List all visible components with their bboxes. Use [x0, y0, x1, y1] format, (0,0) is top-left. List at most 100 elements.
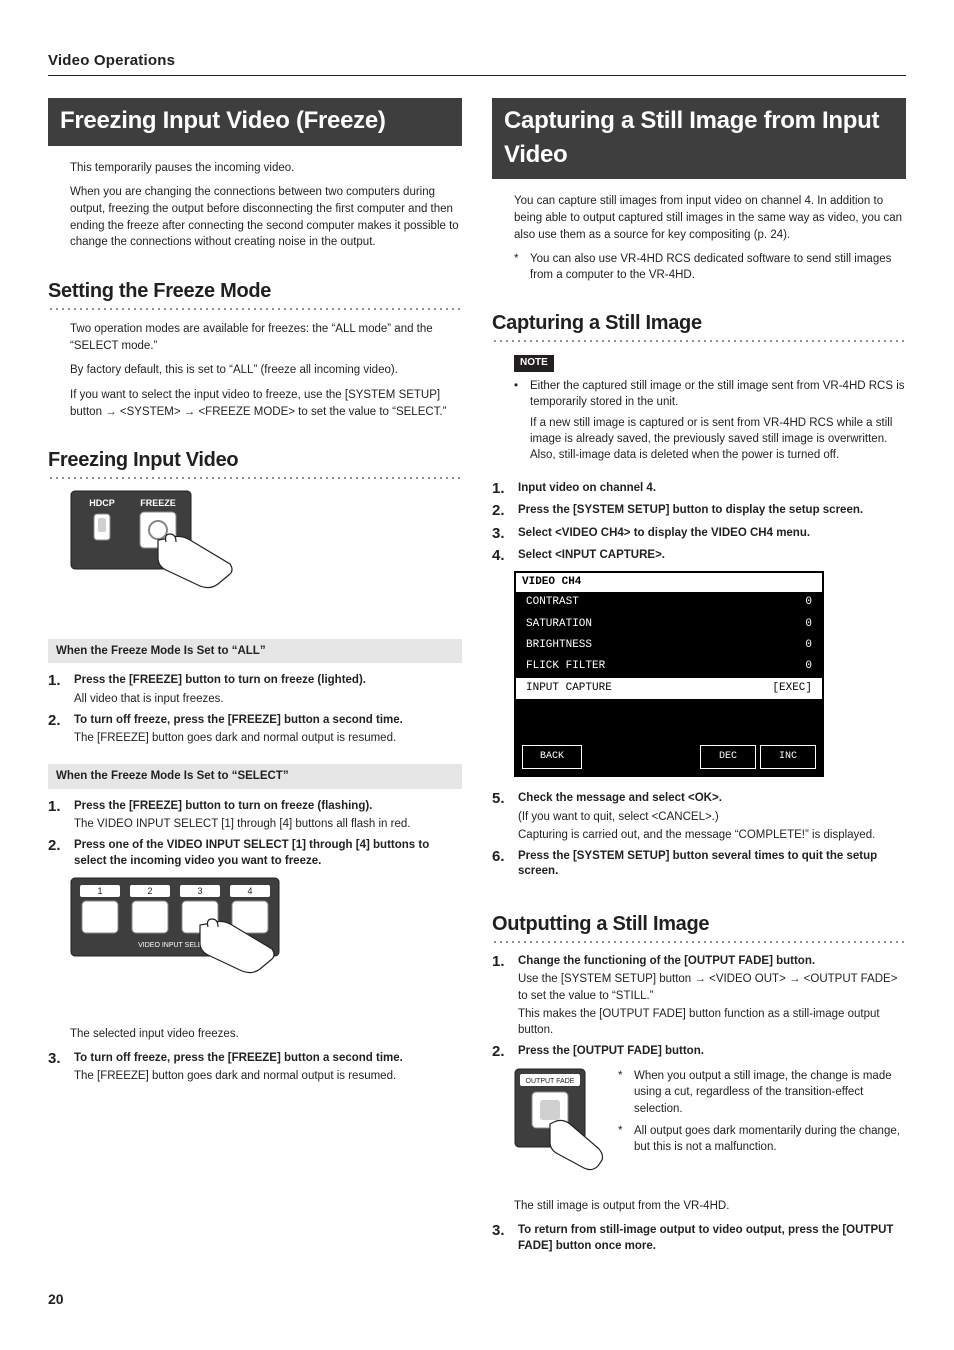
- menu-val: [EXEC]: [772, 681, 812, 696]
- menu-row: CONTRAST 0: [516, 592, 822, 613]
- menu-key: INPUT CAPTURE: [526, 681, 612, 696]
- step-number: 3.: [492, 526, 512, 543]
- cap-intro-1: You can capture still images from input …: [514, 193, 906, 243]
- sel-s1-desc: The VIDEO INPUT SELECT [1] through [4] b…: [74, 816, 462, 832]
- cap-step-2: 2. Press the [SYSTEM SETUP] button to di…: [492, 503, 906, 520]
- cap-s5-t: Check the message and select <OK>.: [518, 791, 906, 807]
- video-input-select-illustration: 1 2 3 4 VIDEO INPUT SELECT: [70, 877, 462, 1012]
- cap-s5-d1: (If you want to quit, select <CANCEL>.): [518, 809, 906, 825]
- menu-row: SATURATION 0: [516, 614, 822, 635]
- out-s2-after: The still image is output from the VR-4H…: [514, 1198, 906, 1215]
- cap-s6-t: Press the [SYSTEM SETUP] button several …: [518, 849, 906, 880]
- out-step-2: 2. Press the [OUTPUT FADE] button.: [492, 1044, 906, 1061]
- cap-s2-t: Press the [SYSTEM SETUP] button to displ…: [518, 503, 906, 519]
- note-b2-text: If a new still image is captured or is s…: [530, 415, 906, 463]
- vis-num-1: 1: [97, 886, 102, 896]
- cap-s5-d2: Capturing is carried out, and the messag…: [518, 827, 906, 843]
- menu-row: FLICK FILTER 0: [516, 656, 822, 677]
- h1-capture: Capturing a Still Image from Input Video: [492, 98, 906, 179]
- out-step-1: 1. Change the functioning of the [OUTPUT…: [492, 954, 906, 1038]
- cap-s4-t: Select <INPUT CAPTURE>.: [518, 548, 906, 564]
- cap-intro-2: * You can also use VR-4HD RCS dedicated …: [514, 251, 906, 283]
- menu-key: SATURATION: [526, 617, 592, 632]
- output-fade-label: OUTPUT FADE: [526, 1078, 575, 1085]
- step-number: 4.: [492, 548, 512, 565]
- output-fade-illustration: OUTPUT FADE: [514, 1068, 604, 1188]
- menu-inc-button: INC: [760, 745, 816, 769]
- h2-capturing-still: Capturing a Still Image: [492, 309, 906, 337]
- out-s3-t: To return from still-image output to vid…: [518, 1223, 906, 1254]
- out-step-3: 3. To return from still-image output to …: [492, 1223, 906, 1254]
- sfm-p3: If you want to select the input video to…: [70, 387, 462, 420]
- right-column: Capturing a Still Image from Input Video…: [492, 98, 906, 1260]
- subbar-select: When the Freeze Mode Is Set to “SELECT”: [48, 764, 462, 788]
- out-s1-d2: This makes the [OUTPUT FADE] button func…: [518, 1006, 906, 1038]
- video-ch4-menu: VIDEO CH4 CONTRAST 0 SATURATION 0 BRIGHT…: [514, 571, 824, 777]
- out-s2-n1-text: When you output a still image, the chang…: [634, 1068, 906, 1116]
- all-s1-title: Press the [FREEZE] button to turn on fre…: [74, 673, 462, 689]
- freeze-button-illustration: HDCP FREEZE: [70, 490, 462, 625]
- out-s2-note-2: * All output goes dark momentarily durin…: [618, 1123, 906, 1155]
- step-number: 2.: [48, 713, 68, 747]
- cap-step-3: 3. Select <VIDEO CH4> to display the VID…: [492, 526, 906, 543]
- subbar-all: When the Freeze Mode Is Set to “ALL”: [48, 639, 462, 663]
- sel-step-1: 1. Press the [FREEZE] button to turn on …: [48, 799, 462, 833]
- sel-s3-desc: The [FREEZE] button goes dark and normal…: [74, 1068, 462, 1084]
- cap-step-4: 4. Select <INPUT CAPTURE>.: [492, 548, 906, 565]
- hdcp-label: HDCP: [89, 498, 115, 508]
- all-step-1: 1. Press the [FREEZE] button to turn on …: [48, 673, 462, 707]
- menu-title: VIDEO CH4: [516, 573, 822, 592]
- step-number: 2.: [48, 838, 68, 869]
- vis-num-3: 3: [197, 886, 202, 896]
- step-number: 6.: [492, 849, 512, 880]
- left-column: Freezing Input Video (Freeze) This tempo…: [48, 98, 462, 1260]
- sel-step-2: 2. Press one of the VIDEO INPUT SELECT […: [48, 838, 462, 869]
- sel-s1-title: Press the [FREEZE] button to turn on fre…: [74, 799, 462, 815]
- h1-freeze: Freezing Input Video (Freeze): [48, 98, 462, 146]
- all-s1-desc: All video that is input freezes.: [74, 691, 462, 707]
- menu-row: BRIGHTNESS 0: [516, 635, 822, 656]
- step-number: 1.: [492, 481, 512, 498]
- cap-step-5: 5. Check the message and select <OK>. (I…: [492, 791, 906, 843]
- step-number: 3.: [48, 1051, 68, 1085]
- menu-dec-button: DEC: [700, 745, 756, 769]
- note-b1-text: Either the captured still image or the s…: [530, 378, 906, 410]
- step-number: 3.: [492, 1223, 512, 1254]
- cap-intro-2-text: You can also use VR-4HD RCS dedicated so…: [530, 251, 906, 283]
- out-s2-t: Press the [OUTPUT FADE] button.: [518, 1044, 906, 1060]
- all-s2-title: To turn off freeze, press the [FREEZE] b…: [74, 713, 462, 729]
- step-number: 1.: [48, 673, 68, 707]
- pointing-hand-icon: [158, 534, 232, 588]
- vis-num-4: 4: [247, 886, 252, 896]
- page-number: 20: [48, 1290, 906, 1310]
- menu-back-button: BACK: [522, 745, 582, 769]
- menu-button-row: BACK DEC INC: [516, 739, 822, 775]
- sfm-p2: By factory default, this is set to “ALL”…: [70, 362, 462, 379]
- freeze-label: FREEZE: [140, 498, 176, 508]
- all-step-2: 2. To turn off freeze, press the [FREEZE…: [48, 713, 462, 747]
- menu-val: 0: [805, 638, 812, 653]
- dotline: [492, 339, 906, 343]
- step-number: 5.: [492, 791, 512, 843]
- menu-key: BRIGHTNESS: [526, 638, 592, 653]
- header-rule: [48, 75, 906, 76]
- running-header: Video Operations: [48, 50, 906, 71]
- cap-s1-t: Input video on channel 4.: [518, 481, 906, 497]
- step-number: 1.: [492, 954, 512, 1038]
- sel-step-3: 3. To turn off freeze, press the [FREEZE…: [48, 1051, 462, 1085]
- note-tag: NOTE: [514, 355, 554, 372]
- sel-s2-title: Press one of the VIDEO INPUT SELECT [1] …: [74, 838, 462, 869]
- h2-outputting-still: Outputting a Still Image: [492, 910, 906, 938]
- menu-key: FLICK FILTER: [526, 659, 605, 674]
- out-s2-note-1: * When you output a still image, the cha…: [618, 1068, 906, 1116]
- all-s2-desc: The [FREEZE] button goes dark and normal…: [74, 730, 462, 746]
- cap-step-6: 6. Press the [SYSTEM SETUP] button sever…: [492, 849, 906, 880]
- menu-val: 0: [805, 617, 812, 632]
- out-s2-n2-text: All output goes dark momentarily during …: [634, 1123, 906, 1155]
- h2-freezing-input-video: Freezing Input Video: [48, 446, 462, 474]
- dotline: [48, 307, 462, 311]
- dotline: [492, 940, 906, 944]
- step-number: 2.: [492, 503, 512, 520]
- menu-row-selected: INPUT CAPTURE [EXEC]: [516, 678, 822, 699]
- vis-num-2: 2: [147, 886, 152, 896]
